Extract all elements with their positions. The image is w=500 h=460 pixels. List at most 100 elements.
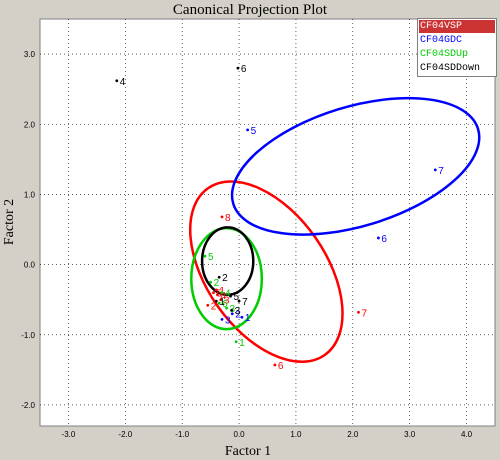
point-marker bbox=[229, 294, 232, 298]
point-label: 2 bbox=[214, 278, 220, 289]
x-tick-label: 1.0 bbox=[290, 430, 302, 439]
point-marker bbox=[357, 310, 360, 314]
y-tick-label: 3.0 bbox=[24, 50, 36, 59]
data-point: 5 bbox=[203, 252, 214, 263]
x-tick-label: -1.0 bbox=[175, 430, 189, 439]
point-marker bbox=[209, 280, 213, 284]
data-point: 7 bbox=[357, 308, 368, 319]
point-marker bbox=[225, 306, 228, 310]
point-marker bbox=[214, 299, 218, 303]
point-label: 3 bbox=[225, 315, 231, 326]
data-point: 4 bbox=[216, 291, 226, 302]
data-point: 2 bbox=[209, 278, 220, 289]
point-label: 7 bbox=[242, 297, 248, 308]
point-label: 8 bbox=[225, 213, 231, 224]
legend-item: CF04SDDown bbox=[419, 62, 495, 75]
point-marker bbox=[220, 215, 224, 219]
point-label: 5 bbox=[251, 126, 257, 137]
point-label: 1 bbox=[219, 297, 225, 308]
data-point: 2 bbox=[206, 301, 217, 312]
point-marker bbox=[219, 298, 223, 302]
data-point: 2 bbox=[230, 310, 241, 321]
x-tick-label: 4.0 bbox=[461, 430, 473, 439]
data-point: 1 bbox=[234, 338, 245, 349]
point-label: 6 bbox=[222, 299, 228, 310]
data-point: 3 bbox=[230, 306, 241, 317]
data-point: 4 bbox=[220, 289, 231, 300]
data-point: 6 bbox=[377, 234, 387, 245]
point-marker bbox=[216, 293, 219, 297]
x-tick-label: 2.0 bbox=[347, 430, 359, 439]
point-label: 5 bbox=[216, 289, 222, 300]
point-label: 3 bbox=[235, 306, 241, 317]
x-tick-label: 3.0 bbox=[404, 430, 416, 439]
legend-item: CF04VSP bbox=[419, 20, 495, 33]
point-label: 2 bbox=[211, 301, 217, 312]
legend: CF04VSP CF04GDC CF04SDUp CF04SDDown bbox=[417, 18, 497, 77]
point-marker bbox=[377, 236, 380, 240]
point-label: 4 bbox=[220, 291, 226, 302]
y-axis-title: Factor 2 bbox=[2, 199, 17, 245]
point-marker bbox=[220, 317, 224, 321]
ellipse-cf04vsp bbox=[188, 180, 344, 363]
point-marker bbox=[212, 291, 215, 295]
data-point: 5 bbox=[212, 289, 222, 300]
point-label: 1 bbox=[245, 313, 251, 324]
data-point: 3 bbox=[219, 296, 230, 307]
point-label: 7 bbox=[362, 308, 368, 319]
x-tick-label: -2.0 bbox=[118, 430, 132, 439]
confidence-ellipses bbox=[188, 96, 481, 363]
data-point: 7 bbox=[237, 297, 248, 308]
data-points: 876245315763125243166425731 bbox=[115, 64, 444, 372]
plot-area bbox=[39, 18, 496, 427]
data-point: 1 bbox=[214, 297, 225, 308]
data-point: 6 bbox=[236, 64, 247, 75]
x-axis-title: Factor 1 bbox=[225, 444, 271, 459]
point-marker bbox=[240, 315, 244, 319]
x-tick-label: -3.0 bbox=[62, 430, 76, 439]
point-marker bbox=[234, 340, 238, 344]
y-tick-label: 0.0 bbox=[24, 261, 36, 270]
data-point: 5 bbox=[246, 126, 257, 137]
point-label: 7 bbox=[438, 166, 444, 177]
point-marker bbox=[115, 79, 119, 83]
data-point: 5 bbox=[229, 292, 240, 303]
point-label: 5 bbox=[234, 292, 240, 303]
point-marker bbox=[220, 291, 224, 295]
point-marker bbox=[206, 303, 210, 307]
chart-title: Canonical Projection Plot bbox=[173, 2, 328, 18]
y-tick-label: -1.0 bbox=[21, 331, 35, 340]
point-marker bbox=[217, 301, 221, 305]
point-label: 4 bbox=[120, 77, 126, 88]
point-label: 2 bbox=[235, 310, 241, 321]
point-label: 6 bbox=[241, 64, 247, 75]
point-label: 4 bbox=[225, 289, 231, 300]
legend-item: CF04SDUp bbox=[419, 48, 495, 61]
point-marker bbox=[203, 254, 207, 258]
point-label: 6 bbox=[381, 234, 387, 245]
point-marker bbox=[230, 308, 234, 312]
y-tick-label: 1.0 bbox=[24, 190, 36, 199]
point-marker bbox=[236, 66, 240, 70]
point-marker bbox=[230, 312, 234, 316]
data-point: 4 bbox=[115, 77, 126, 88]
data-point: 1 bbox=[240, 313, 251, 324]
data-point: 6 bbox=[217, 299, 228, 310]
point-marker bbox=[433, 168, 437, 172]
point-marker bbox=[237, 299, 241, 303]
legend-item: CF04GDC bbox=[419, 34, 495, 47]
y-tick-label: -2.0 bbox=[21, 401, 35, 410]
point-label: 6 bbox=[278, 361, 284, 372]
data-point: 8 bbox=[220, 213, 231, 224]
point-label: 1 bbox=[239, 338, 245, 349]
point-marker bbox=[214, 288, 218, 292]
point-marker bbox=[217, 275, 221, 279]
ellipse-cf04gdc bbox=[230, 96, 481, 236]
point-label: 5 bbox=[208, 252, 214, 263]
point-marker bbox=[246, 128, 249, 132]
ellipse-cf04sddown bbox=[200, 226, 255, 297]
point-marker bbox=[273, 363, 277, 367]
data-point: 7 bbox=[433, 166, 444, 177]
y-tick-label: 2.0 bbox=[24, 120, 36, 129]
